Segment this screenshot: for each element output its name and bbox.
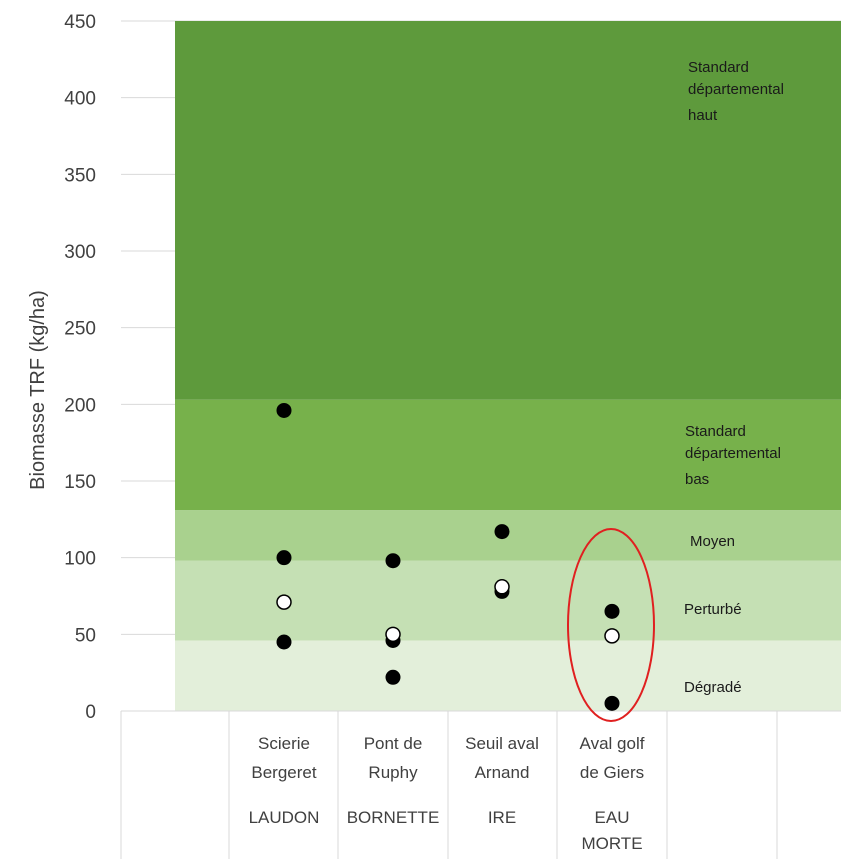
y-tick-label: 350 (64, 165, 96, 186)
band-label: Perturbé (684, 601, 742, 618)
highlight-ellipse (567, 528, 655, 722)
filled-point (385, 669, 401, 685)
filled-point (385, 553, 401, 569)
band (175, 399, 841, 511)
category-site-label: de Giers (580, 763, 644, 782)
annotations (567, 528, 655, 722)
filled-point (494, 524, 510, 540)
y-tick-label: 100 (64, 549, 96, 570)
band-label: bas (685, 471, 709, 488)
band-label: Standard (688, 59, 749, 76)
y-axis-ticks: 0 50 100 150 200 250 300 350 400 450 (64, 12, 96, 723)
y-tick-label: 450 (64, 12, 96, 33)
open-point (494, 579, 510, 595)
category-river-label: MORTE (581, 834, 642, 853)
band (175, 21, 841, 400)
y-axis-label: Biomasse TRF (kg/ha) (27, 290, 49, 490)
category-site-label: Aval golf (580, 734, 645, 753)
category-labels: Scierie Bergeret LAUDON Pont de Ruphy BORNETT… (249, 734, 645, 853)
data-points (276, 402, 620, 711)
y-tick-label: 150 (64, 472, 96, 493)
open-point (385, 626, 401, 643)
category-site-label: Seuil aval (465, 734, 539, 753)
band-label: Standard (685, 423, 746, 440)
band-label: Dégradé (684, 679, 742, 696)
category-site-label: Bergeret (251, 763, 316, 782)
y-tick-label: 50 (75, 625, 96, 646)
y-tick-label: 400 (64, 89, 96, 110)
band-label: départemental (688, 81, 784, 98)
open-point (604, 628, 620, 644)
filled-point (276, 402, 292, 418)
category-site-label: Arnand (475, 763, 530, 782)
y-tick-label: 250 (64, 319, 96, 340)
y-tick-label: 300 (64, 242, 96, 263)
band (175, 640, 841, 711)
y-tick-label: 200 (64, 395, 96, 416)
filled-point (604, 695, 620, 711)
category-axis-frame (120, 710, 841, 859)
y-tick-label: 0 (85, 702, 96, 723)
filled-point (276, 634, 292, 650)
band-label: départemental (685, 445, 781, 462)
band-label: haut (688, 107, 718, 124)
band-label: Moyen (690, 533, 735, 550)
category-river-label: LAUDON (249, 808, 320, 827)
category-river-label: IRE (488, 808, 516, 827)
category-river-label: BORNETTE (347, 808, 440, 827)
filled-point (604, 603, 620, 619)
band-labels: Dégradé Perturbé Moyen Standard départementa… (684, 59, 784, 696)
category-site-label: Ruphy (368, 763, 418, 782)
filled-point (276, 550, 292, 566)
open-point (276, 594, 292, 610)
category-river-label: EAU (595, 808, 630, 827)
category-site-label: Pont de (364, 734, 423, 753)
category-site-label: Scierie (258, 734, 310, 753)
